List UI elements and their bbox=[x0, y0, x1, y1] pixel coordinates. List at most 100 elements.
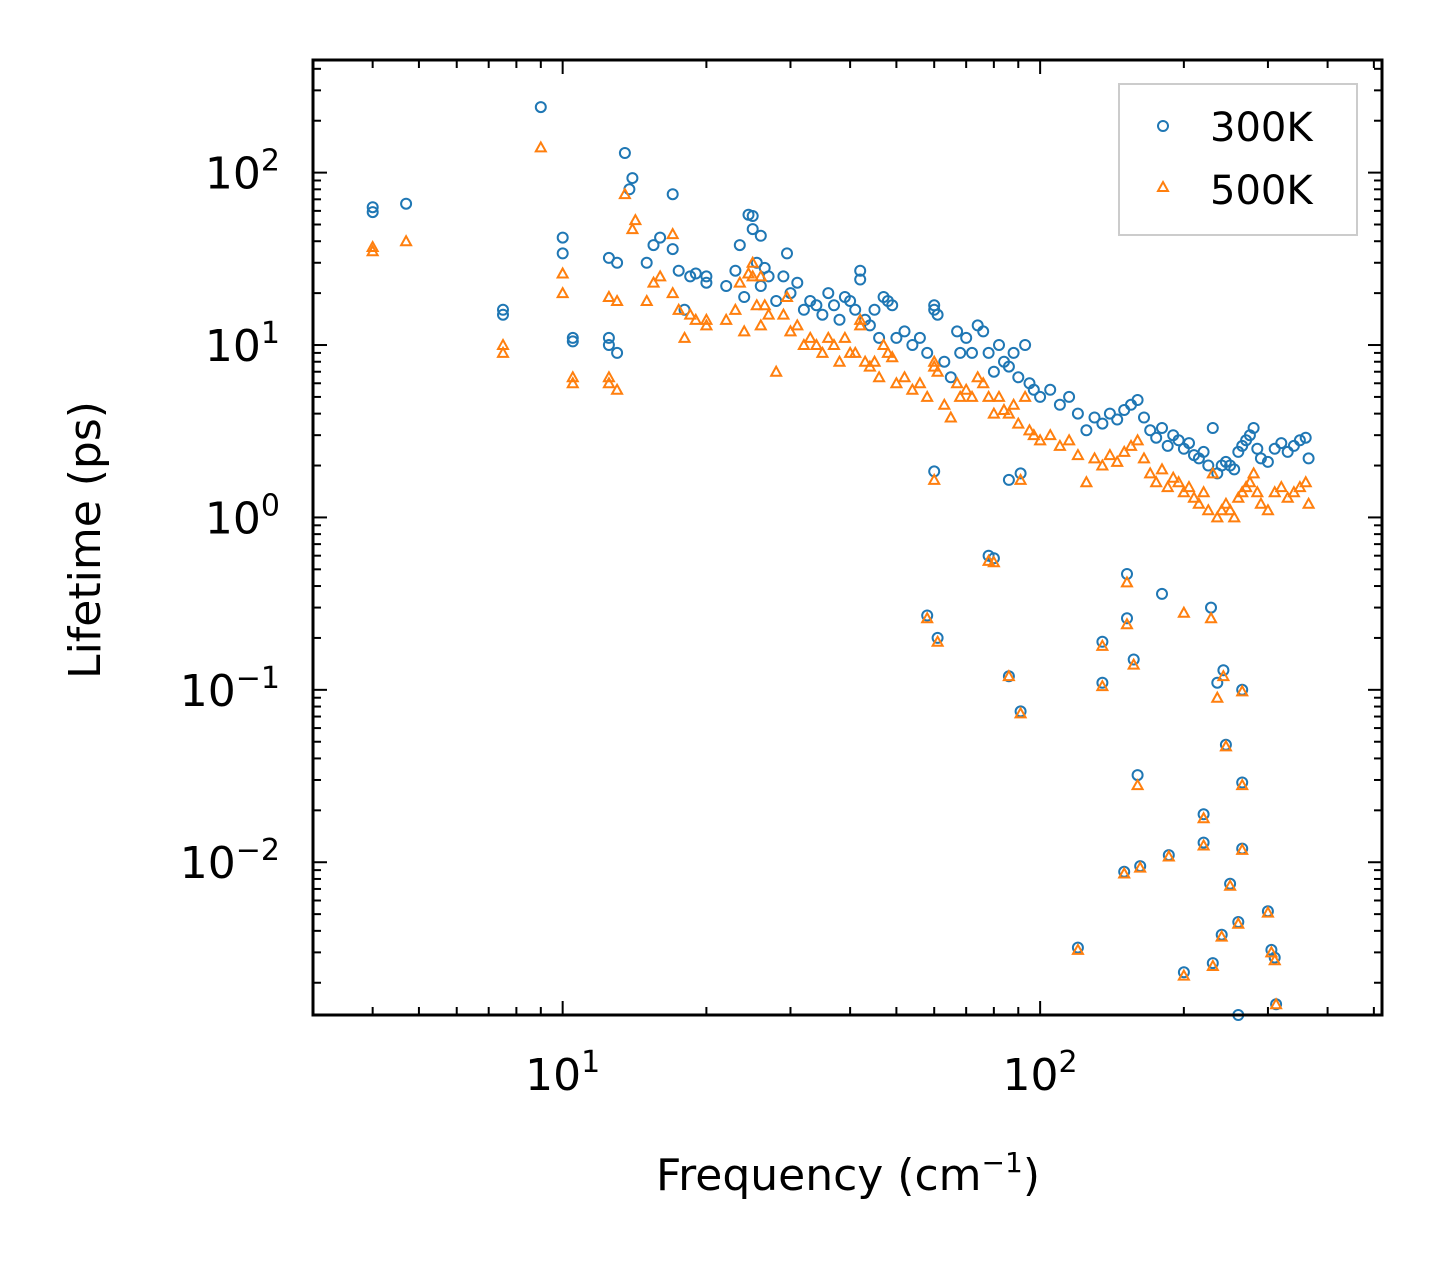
point-300K-43 bbox=[781, 247, 793, 260]
plot-area bbox=[365, 101, 1316, 1021]
y-axis-title: Lifetime (ps) bbox=[60, 401, 111, 679]
point-300K-20 bbox=[654, 231, 667, 244]
point-500K-53 bbox=[838, 330, 852, 343]
point-500K-146 bbox=[1071, 942, 1085, 955]
x-tick-labels: 101 102 bbox=[525, 1045, 1077, 1101]
point-300K-78 bbox=[966, 346, 978, 359]
point-300K-76 bbox=[954, 346, 967, 359]
point-500K-101 bbox=[1117, 444, 1131, 457]
point-300K-37 bbox=[754, 229, 767, 242]
legend-frame bbox=[1118, 83, 1358, 236]
point-300K-80 bbox=[977, 325, 990, 338]
point-500K-5 bbox=[534, 140, 548, 153]
point-300K-162 bbox=[1206, 957, 1219, 970]
point-300K-127 bbox=[1247, 422, 1260, 434]
point-500K-138 bbox=[927, 472, 941, 485]
point-500K-11 bbox=[602, 370, 616, 383]
point-500K-0 bbox=[365, 240, 380, 253]
point-500K-140 bbox=[930, 634, 945, 647]
point-500K-61 bbox=[872, 370, 886, 383]
point-500K-31 bbox=[733, 275, 747, 288]
point-500K-115 bbox=[1196, 485, 1211, 498]
point-300K-7 bbox=[556, 247, 569, 260]
point-500K-150 bbox=[1120, 575, 1134, 588]
point-300K-152 bbox=[1121, 612, 1133, 625]
point-500K-148 bbox=[1095, 679, 1110, 692]
point-300K-81 bbox=[982, 346, 995, 359]
point-300K-14 bbox=[611, 256, 624, 269]
point-500K-112 bbox=[1182, 480, 1196, 493]
point-300K-149 bbox=[1096, 676, 1109, 689]
point-500K-157 bbox=[1177, 605, 1191, 618]
x-tick-label: 102 bbox=[1003, 1045, 1078, 1101]
point-500K-105 bbox=[1143, 466, 1157, 479]
point-500K-76 bbox=[953, 389, 967, 402]
point-500K-166 bbox=[1223, 878, 1237, 891]
point-500K-83 bbox=[992, 389, 1006, 402]
point-500K-27 bbox=[699, 312, 714, 325]
y-tick-label: 10−2 bbox=[180, 833, 280, 889]
point-500K-90 bbox=[1027, 428, 1041, 441]
point-500K-35 bbox=[745, 269, 760, 282]
point-500K-69 bbox=[920, 389, 934, 402]
point-300K-4 bbox=[497, 308, 509, 321]
point-500K-26 bbox=[689, 312, 703, 325]
point-500K-123 bbox=[1231, 490, 1245, 503]
point-500K-152 bbox=[1126, 657, 1141, 670]
point-500K-72 bbox=[930, 364, 945, 377]
point-500K-39 bbox=[758, 298, 772, 311]
point-500K-84 bbox=[997, 402, 1011, 415]
point-500K-37 bbox=[754, 269, 768, 282]
point-300K-170 bbox=[1236, 776, 1249, 789]
point-500K-119 bbox=[1214, 503, 1229, 516]
point-500K-28 bbox=[699, 318, 714, 331]
point-300K-103 bbox=[1131, 394, 1144, 406]
point-300K-59 bbox=[863, 319, 876, 332]
point-500K-19 bbox=[646, 275, 661, 288]
point-500K-163 bbox=[1214, 929, 1229, 942]
x-tick-label: 101 bbox=[525, 1045, 600, 1101]
point-300K-1 bbox=[366, 206, 379, 219]
point-500K-110 bbox=[1171, 475, 1186, 488]
point-500K-128 bbox=[1250, 485, 1265, 498]
point-300K-3 bbox=[497, 303, 509, 316]
point-300K-68 bbox=[913, 331, 926, 344]
point-300K-75 bbox=[951, 325, 964, 338]
point-300K-15 bbox=[618, 147, 631, 159]
point-500K-133 bbox=[1281, 490, 1295, 503]
point-300K-148 bbox=[1096, 635, 1109, 648]
point-500K-18 bbox=[640, 293, 654, 307]
point-300K-6 bbox=[556, 231, 569, 244]
point-300K-30 bbox=[729, 264, 742, 277]
point-500K-172 bbox=[1264, 945, 1279, 958]
point-300K-147 bbox=[1071, 941, 1084, 954]
y-tick-label: 102 bbox=[205, 144, 280, 200]
point-500K-165 bbox=[1219, 739, 1233, 752]
point-300K-130 bbox=[1261, 455, 1274, 468]
series-300K bbox=[366, 101, 1315, 1021]
point-500K-89 bbox=[1022, 423, 1037, 436]
point-300K-101 bbox=[1118, 404, 1131, 416]
point-300K-133 bbox=[1281, 445, 1294, 458]
x-axis-title: Frequency (cm−1) bbox=[656, 1146, 1040, 1201]
point-300K-112 bbox=[1183, 437, 1195, 450]
point-500K-173 bbox=[1268, 953, 1282, 966]
point-300K-85 bbox=[1002, 360, 1015, 373]
point-300K-0 bbox=[366, 201, 379, 214]
point-500K-20 bbox=[653, 269, 667, 282]
point-500K-94 bbox=[1062, 433, 1076, 446]
point-500K-137 bbox=[1301, 496, 1316, 509]
point-500K-161 bbox=[1206, 958, 1220, 972]
point-300K-83 bbox=[993, 339, 1005, 351]
point-300K-106 bbox=[1150, 431, 1163, 444]
point-300K-21 bbox=[666, 188, 679, 201]
point-500K-129 bbox=[1254, 496, 1268, 509]
point-500K-34 bbox=[745, 255, 760, 268]
point-500K-70 bbox=[927, 354, 941, 367]
point-300K-88 bbox=[1019, 339, 1032, 351]
point-500K-67 bbox=[905, 382, 920, 395]
point-300K-140 bbox=[931, 631, 944, 644]
point-300K-52 bbox=[833, 313, 846, 326]
point-500K-43 bbox=[780, 289, 794, 302]
